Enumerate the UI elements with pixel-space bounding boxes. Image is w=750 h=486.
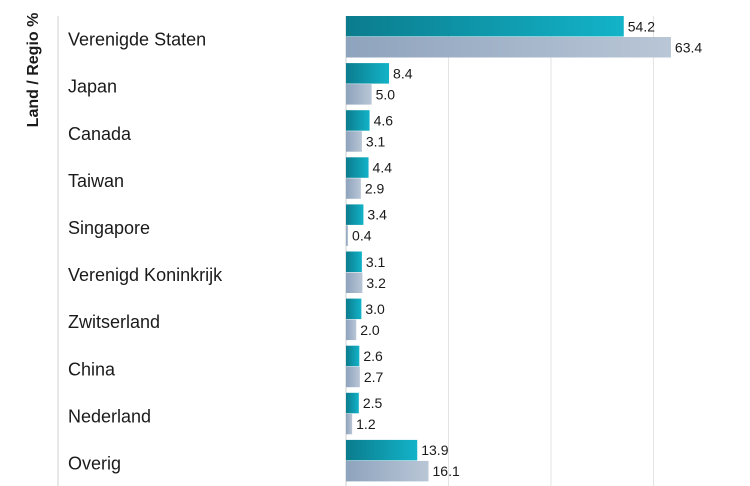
bar-series-1	[346, 392, 359, 414]
data-label: 16.1	[433, 463, 460, 479]
bar-series-2	[346, 131, 362, 152]
bar-series-1	[346, 157, 369, 178]
category-label: Zwitserland	[68, 312, 160, 332]
data-label: 3.0	[365, 301, 385, 317]
data-label: 0.4	[352, 228, 372, 244]
data-label: 3.1	[366, 254, 386, 270]
category-label: Taiwan	[68, 171, 124, 191]
data-label: 2.9	[365, 181, 385, 197]
category-labels: Verenigde Staten Japan Canada Taiwan Singapo…	[68, 30, 223, 474]
bar-series-2	[346, 84, 372, 105]
bars	[346, 16, 671, 482]
bar-series-2	[346, 272, 363, 293]
data-label: 54.2	[628, 18, 655, 34]
data-label: 3.1	[366, 133, 386, 149]
y-axis-title: Land / Regio %	[25, 13, 42, 128]
data-label: 63.4	[675, 39, 702, 55]
bar-series-2	[346, 319, 357, 341]
data-label: 5.0	[376, 86, 396, 102]
bar-series-1	[346, 63, 390, 84]
bar-series-1	[346, 439, 418, 461]
data-label: 3.4	[367, 207, 387, 223]
bar-series-1	[346, 298, 362, 320]
data-label: 4.4	[373, 160, 393, 176]
data-label: 4.6	[374, 112, 394, 128]
bar-series-1	[346, 345, 360, 367]
category-label: Verenigde Staten	[68, 30, 206, 50]
category-label: Canada	[68, 124, 132, 144]
data-label: 3.2	[366, 275, 386, 291]
bar-series-2	[346, 413, 353, 435]
bar-series-1	[346, 110, 370, 131]
data-label: 2.6	[363, 348, 383, 364]
bar-series-2	[346, 178, 361, 199]
data-label: 2.7	[364, 369, 384, 385]
bar-series-1	[346, 204, 364, 225]
category-label: Overig	[68, 453, 121, 473]
bar-series-2	[346, 460, 429, 482]
category-label: Verenigd Koninkrijk	[68, 265, 223, 285]
data-label: 13.9	[421, 442, 448, 458]
category-label: Japan	[68, 77, 117, 97]
bar-series-1	[346, 16, 624, 37]
data-label: 2.0	[360, 322, 380, 338]
value-labels: 54.2 63.4 8.4 5.0 4.6 3.1 4.4 2.9 3.4 0.4 3.1 3.2 3.…	[352, 18, 702, 479]
data-label: 2.5	[363, 395, 383, 411]
data-label: 8.4	[393, 65, 413, 81]
bar-series-2	[346, 366, 360, 388]
category-label: Singapore	[68, 218, 150, 238]
bar-series-1	[346, 251, 362, 272]
data-label: 1.2	[356, 416, 376, 432]
bar-series-2	[346, 225, 349, 246]
category-label: Nederland	[68, 406, 151, 426]
category-label: China	[68, 359, 116, 379]
bar-series-2	[346, 37, 671, 58]
